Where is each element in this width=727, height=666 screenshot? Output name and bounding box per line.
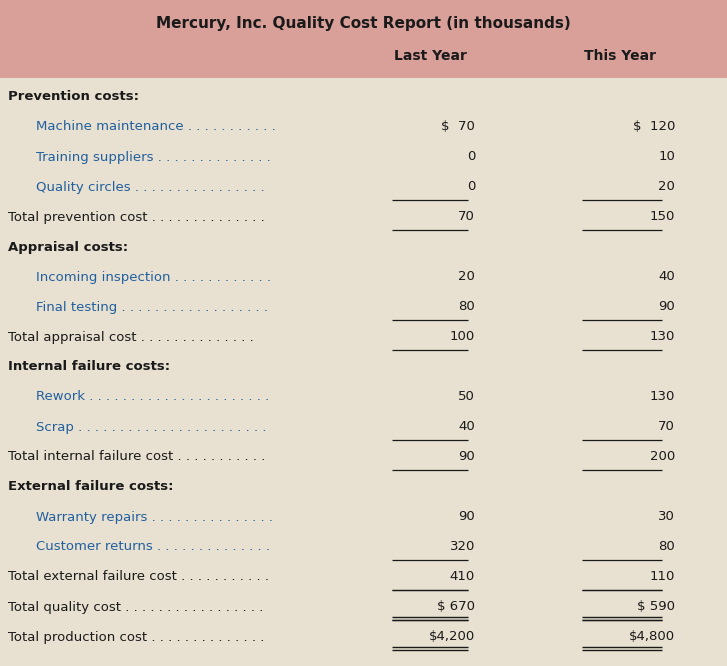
Text: 80: 80	[658, 541, 675, 553]
Text: Customer returns . . . . . . . . . . . . . .: Customer returns . . . . . . . . . . . .…	[36, 541, 270, 553]
Text: $  120: $ 120	[632, 121, 675, 133]
Text: 90: 90	[458, 511, 475, 523]
Text: 130: 130	[650, 390, 675, 404]
Text: 90: 90	[658, 300, 675, 314]
Text: Appraisal costs:: Appraisal costs:	[8, 240, 128, 254]
Text: 50: 50	[458, 390, 475, 404]
Text: $  70: $ 70	[441, 121, 475, 133]
Text: 20: 20	[458, 270, 475, 284]
Text: 410: 410	[450, 571, 475, 583]
Text: Total external failure cost . . . . . . . . . . .: Total external failure cost . . . . . . …	[8, 571, 269, 583]
Text: Internal failure costs:: Internal failure costs:	[8, 360, 170, 374]
Text: 40: 40	[658, 270, 675, 284]
Bar	[0, 0, 727, 78]
Text: External failure costs:: External failure costs:	[8, 480, 174, 494]
Text: 320: 320	[449, 541, 475, 553]
Text: $4,800: $4,800	[629, 631, 675, 643]
Text: Total production cost . . . . . . . . . . . . . .: Total production cost . . . . . . . . . …	[8, 631, 265, 643]
Text: Total internal failure cost . . . . . . . . . . .: Total internal failure cost . . . . . . …	[8, 450, 265, 464]
Text: Incoming inspection . . . . . . . . . . . .: Incoming inspection . . . . . . . . . . …	[36, 270, 271, 284]
Text: Training suppliers . . . . . . . . . . . . . .: Training suppliers . . . . . . . . . . .…	[36, 151, 270, 163]
Text: Quality circles . . . . . . . . . . . . . . . .: Quality circles . . . . . . . . . . . . …	[36, 180, 265, 194]
Text: 70: 70	[658, 420, 675, 434]
Text: Total prevention cost . . . . . . . . . . . . . .: Total prevention cost . . . . . . . . . …	[8, 210, 265, 224]
Text: $4,200: $4,200	[429, 631, 475, 643]
Text: 130: 130	[650, 330, 675, 344]
Text: Machine maintenance . . . . . . . . . . .: Machine maintenance . . . . . . . . . . …	[36, 121, 276, 133]
Text: $ 670: $ 670	[437, 601, 475, 613]
Text: 30: 30	[658, 511, 675, 523]
Text: 110: 110	[650, 571, 675, 583]
Text: Prevention costs:: Prevention costs:	[8, 91, 139, 103]
Text: 0: 0	[467, 151, 475, 163]
Text: 10: 10	[658, 151, 675, 163]
Text: 90: 90	[458, 450, 475, 464]
Text: Last Year: Last Year	[393, 49, 467, 63]
Text: This Year: This Year	[584, 49, 656, 63]
Text: Final testing . . . . . . . . . . . . . . . . . .: Final testing . . . . . . . . . . . . . …	[36, 300, 268, 314]
Text: 20: 20	[658, 180, 675, 194]
Text: Warranty repairs . . . . . . . . . . . . . . .: Warranty repairs . . . . . . . . . . . .…	[36, 511, 273, 523]
Text: Total appraisal cost . . . . . . . . . . . . . .: Total appraisal cost . . . . . . . . . .…	[8, 330, 254, 344]
Text: Total quality cost . . . . . . . . . . . . . . . . .: Total quality cost . . . . . . . . . . .…	[8, 601, 263, 613]
Text: Scrap . . . . . . . . . . . . . . . . . . . . . . .: Scrap . . . . . . . . . . . . . . . . . …	[36, 420, 267, 434]
Text: Mercury, Inc. Quality Cost Report (in thousands): Mercury, Inc. Quality Cost Report (in th…	[156, 16, 571, 31]
Text: 100: 100	[450, 330, 475, 344]
Text: $ 590: $ 590	[637, 601, 675, 613]
Text: 70: 70	[458, 210, 475, 224]
Text: Rework . . . . . . . . . . . . . . . . . . . . . .: Rework . . . . . . . . . . . . . . . . .…	[36, 390, 269, 404]
Text: 0: 0	[467, 180, 475, 194]
Text: 80: 80	[458, 300, 475, 314]
Text: 200: 200	[650, 450, 675, 464]
Text: 40: 40	[458, 420, 475, 434]
Text: 150: 150	[650, 210, 675, 224]
